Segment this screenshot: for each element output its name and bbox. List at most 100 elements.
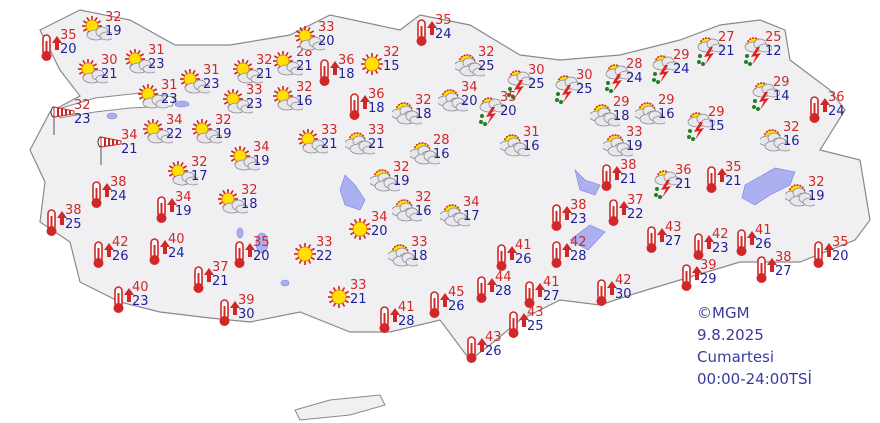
- max-temp: 33: [368, 123, 385, 138]
- hot-icon: [596, 279, 617, 306]
- thunderstorm-icon: [479, 97, 507, 126]
- station-thunderstorm: 25 12: [742, 31, 802, 69]
- min-temp: 25: [65, 217, 82, 232]
- station-hot: 38 21: [600, 159, 660, 197]
- min-temp: 19: [808, 189, 825, 204]
- max-temp: 39: [700, 258, 717, 273]
- max-temp: 36: [338, 53, 355, 68]
- min-temp: 23: [712, 241, 729, 256]
- max-temp: 29: [773, 75, 790, 90]
- station-partly-sunny: 33 20: [295, 21, 355, 59]
- max-temp: 35: [725, 160, 742, 175]
- partly-cloudy-icon: [392, 199, 422, 222]
- min-temp: 19: [105, 24, 122, 39]
- max-temp: 37: [627, 193, 644, 208]
- max-temp: 42: [112, 235, 129, 250]
- min-temp: 26: [755, 237, 772, 252]
- station-hot: 38 27: [755, 251, 815, 289]
- station-partly-sunny: 34 22: [143, 114, 203, 152]
- min-temp: 23: [570, 212, 587, 227]
- partly-sunny-icon: [218, 189, 248, 214]
- station-partly-cloudy: 32 25: [455, 46, 515, 84]
- station-partly-sunny: 34 19: [230, 141, 290, 179]
- credit: ©MGM: [697, 304, 750, 322]
- min-temp: 16: [783, 134, 800, 149]
- station-hot: 44 28: [475, 271, 535, 309]
- lake-tuz: [339, 174, 366, 211]
- hot-icon: [524, 281, 545, 308]
- station-partly-sunny: 32 21: [233, 54, 293, 92]
- min-temp: 20: [461, 94, 478, 109]
- max-temp: 28: [433, 133, 450, 148]
- max-temp: 36: [368, 87, 385, 102]
- station-thunderstorm: 30 25: [553, 69, 613, 107]
- windy-icon: [50, 106, 75, 135]
- station-sunny: 33 22: [293, 236, 353, 274]
- max-temp: 32: [383, 45, 400, 60]
- partly-sunny-icon: [180, 69, 210, 94]
- min-temp: 27: [543, 289, 560, 304]
- max-temp: 34: [121, 128, 138, 143]
- max-temp: 41: [543, 275, 560, 290]
- station-hot: 37 22: [607, 194, 667, 232]
- max-temp: 34: [463, 195, 480, 210]
- hot-icon: [234, 241, 255, 268]
- station-thunderstorm: 35 20: [477, 91, 537, 129]
- station-partly-cloudy: 29 16: [635, 94, 695, 132]
- station-hot: 41 27: [523, 276, 583, 314]
- partly-sunny-icon: [138, 84, 168, 109]
- min-temp: 19: [393, 174, 410, 189]
- max-temp: 36: [675, 163, 692, 178]
- min-temp: 19: [175, 204, 192, 219]
- max-temp: 34: [166, 113, 183, 128]
- station-hot: 41 26: [735, 224, 795, 262]
- min-temp: 24: [435, 27, 452, 42]
- hot-icon: [193, 266, 214, 293]
- max-temp: 33: [246, 83, 263, 98]
- max-temp: 35: [60, 28, 77, 43]
- max-temp: 31: [523, 125, 540, 140]
- min-temp: 26: [485, 344, 502, 359]
- max-temp: 32: [191, 155, 208, 170]
- station-hot: 38 23: [550, 199, 610, 237]
- max-temp: 32: [783, 120, 800, 135]
- min-temp: 25: [527, 319, 544, 334]
- hot-icon: [508, 311, 529, 338]
- max-temp: 44: [495, 270, 512, 285]
- station-sunny: 33 21: [327, 279, 387, 317]
- hot-icon: [156, 196, 177, 223]
- min-temp: 25: [478, 59, 495, 74]
- station-partly-cloudy: 32 16: [392, 191, 452, 229]
- max-temp: 31: [203, 63, 220, 78]
- partly-sunny-icon: [223, 89, 253, 114]
- min-temp: 21: [620, 172, 637, 187]
- max-temp: 43: [485, 330, 502, 345]
- station-thunderstorm: 29 14: [750, 76, 810, 114]
- hot-icon: [93, 241, 114, 268]
- partly-sunny-icon: [125, 49, 155, 74]
- station-partly-cloudy: 31 16: [500, 126, 560, 164]
- max-temp: 35: [253, 235, 270, 250]
- max-temp: 33: [350, 278, 367, 293]
- min-temp: 21: [296, 59, 313, 74]
- min-temp: 27: [775, 264, 792, 279]
- station-thunderstorm: 27 21: [695, 31, 755, 69]
- min-temp: 21: [368, 137, 385, 152]
- min-temp: 20: [253, 249, 270, 264]
- min-temp: 19: [253, 154, 270, 169]
- max-temp: 38: [65, 203, 82, 218]
- min-temp: 16: [658, 107, 675, 122]
- partly-cloudy-icon: [345, 132, 375, 155]
- max-temp: 42: [712, 227, 729, 242]
- station-hot: 38 24: [90, 176, 150, 214]
- hot-icon: [756, 256, 777, 283]
- max-temp: 36: [828, 90, 845, 105]
- hot-icon: [706, 166, 727, 193]
- max-temp: 32: [415, 190, 432, 205]
- min-temp: 18: [338, 67, 355, 82]
- hot-icon: [379, 306, 400, 333]
- max-temp: 41: [755, 223, 772, 238]
- partly-cloudy-icon: [785, 184, 815, 207]
- partly-sunny-icon: [192, 119, 222, 144]
